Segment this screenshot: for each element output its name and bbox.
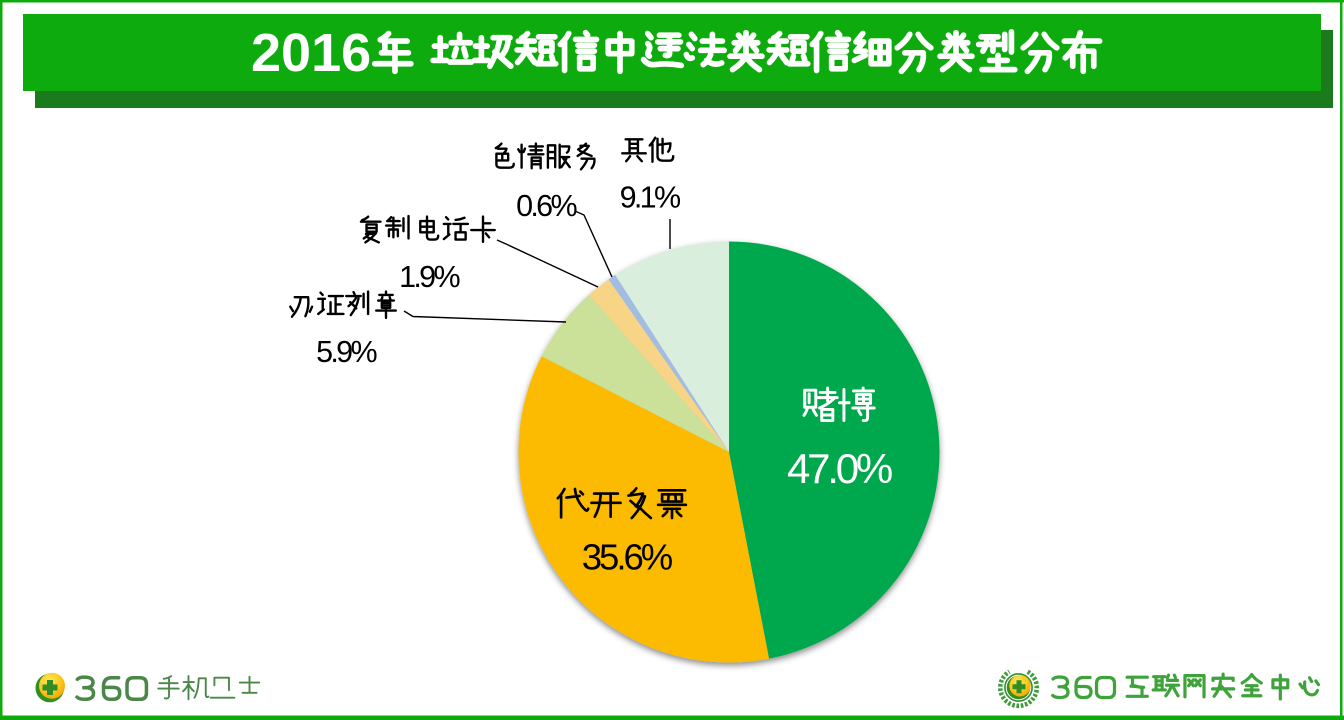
svg-text:9.1%: 9.1%	[620, 181, 681, 215]
svg-text:35.6%: 35.6%	[582, 537, 673, 578]
svg-text:2016: 2016	[251, 23, 371, 83]
svg-text:47.0%: 47.0%	[787, 445, 892, 492]
svg-text:0.6%: 0.6%	[516, 189, 577, 223]
svg-text:5.9%: 5.9%	[316, 335, 377, 369]
svg-text:1.9%: 1.9%	[399, 260, 460, 294]
